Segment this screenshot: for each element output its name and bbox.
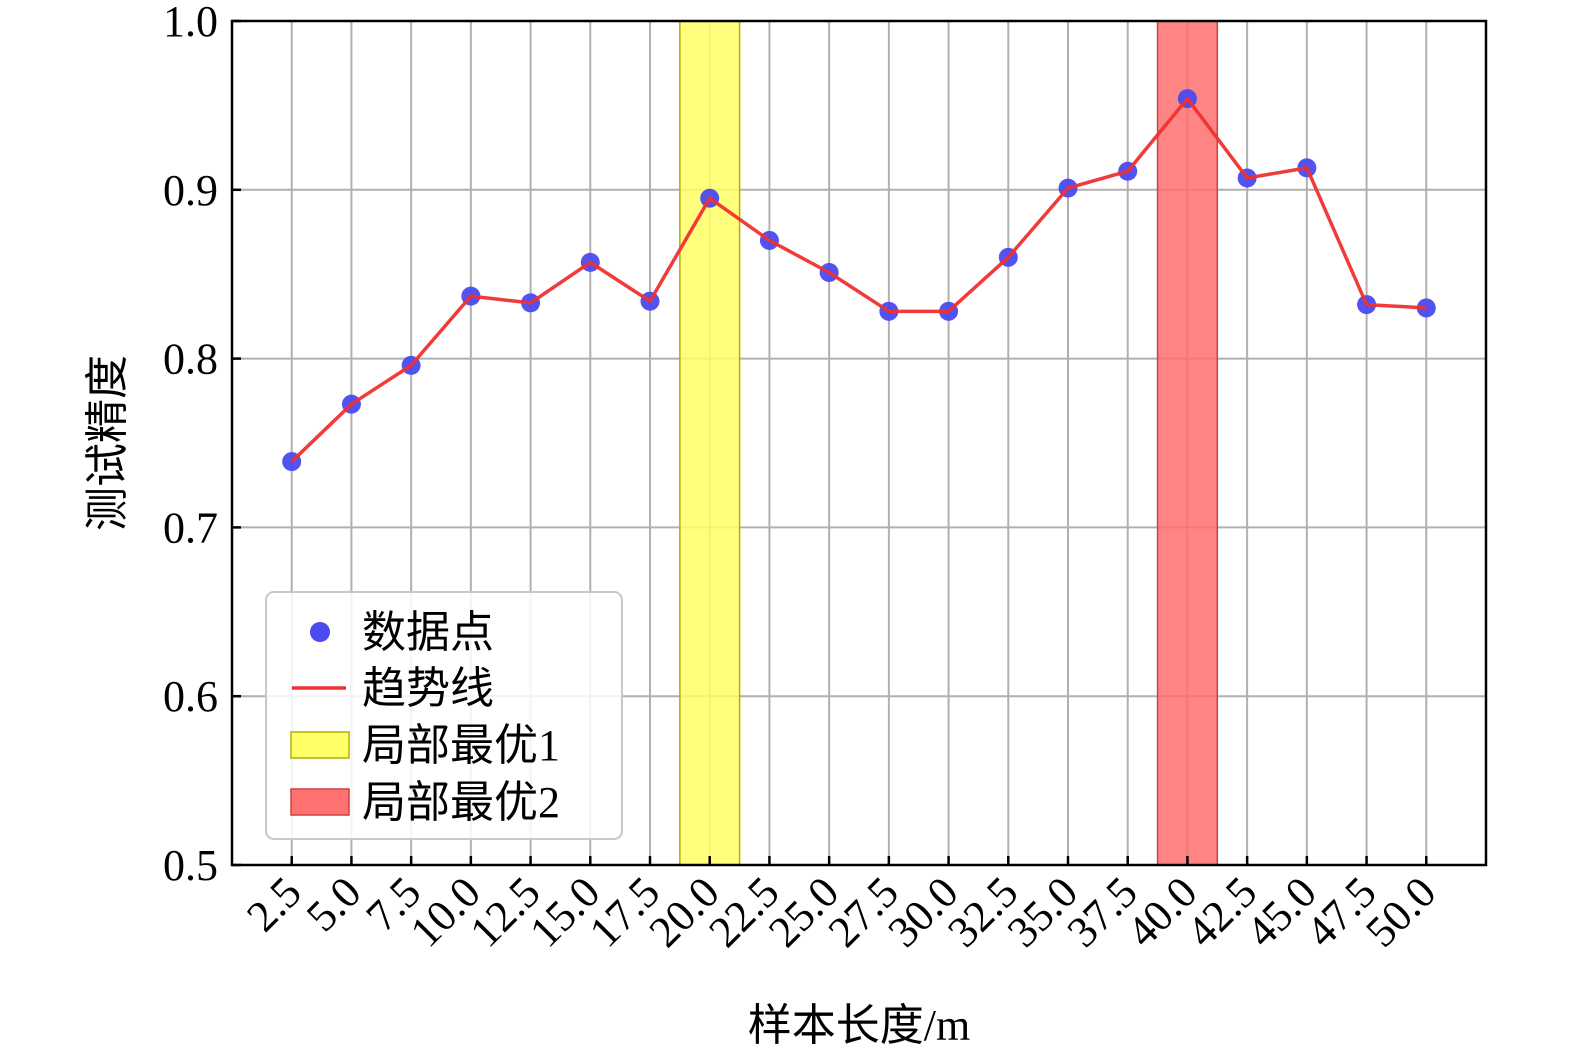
highlight-band-2 bbox=[1156, 20, 1219, 866]
legend-label: 趋势线 bbox=[362, 664, 494, 713]
grid bbox=[232, 20, 1486, 866]
y-axis: 0.5 0.6 0.7 0.8 0.9 1.0 bbox=[163, 0, 241, 890]
x-axis-title: 样本长度/m bbox=[748, 1001, 970, 1050]
y-tick-label: 0.5 bbox=[163, 841, 218, 890]
y-tick-label: 0.8 bbox=[163, 335, 218, 384]
y-tick-label: 0.7 bbox=[163, 503, 218, 552]
highlight-band-1 bbox=[679, 20, 741, 866]
y-axis-title: 测试精度 bbox=[83, 355, 132, 531]
trend-line bbox=[290, 96, 1427, 463]
legend-box bbox=[265, 591, 623, 840]
legend-marker-band-2 bbox=[290, 788, 350, 816]
highlight-bands bbox=[679, 20, 1219, 866]
series-layer bbox=[282, 89, 1436, 472]
legend-label: 局部最优2 bbox=[362, 778, 560, 827]
y-tick-label: 1.0 bbox=[163, 0, 218, 46]
x-tick-label: 50.0 bbox=[1356, 867, 1445, 956]
y-tick-label: 0.6 bbox=[163, 672, 218, 721]
legend-label: 数据点 bbox=[362, 608, 494, 657]
plot-frame bbox=[230, 19, 1488, 867]
x-axis: 2.55.07.510.012.515.017.520.022.525.027.… bbox=[237, 856, 1445, 957]
y-tick-label: 0.9 bbox=[163, 166, 218, 215]
legend-marker-points bbox=[310, 622, 330, 642]
legend-marker-band-1 bbox=[290, 731, 350, 759]
legend-label: 局部最优1 bbox=[362, 721, 560, 770]
